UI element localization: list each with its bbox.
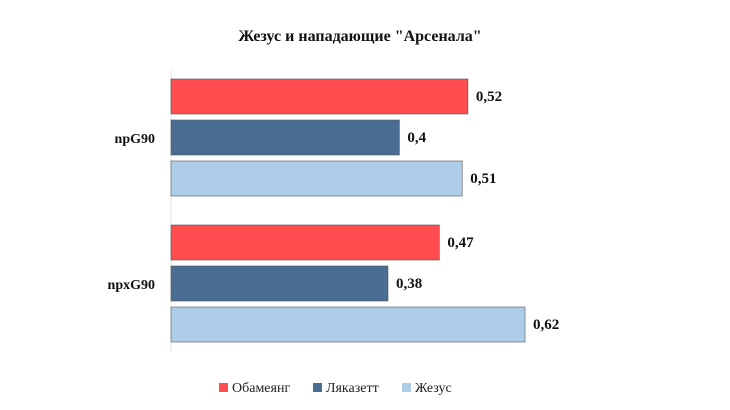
category-label-2: npxG90 (108, 278, 155, 293)
bar-series-3-cat-1 (170, 160, 463, 197)
bar-series-1-cat-2 (170, 224, 440, 261)
legend: Обамеянг Ляказетт Жезус (219, 381, 452, 396)
bars-layer: npG90 0,52 0,4 0,51 npxG90 0,47 0,38 0,62 (108, 78, 559, 343)
bar-series-2-cat-2 (170, 265, 389, 302)
legend-label-2: Ляказетт (326, 381, 379, 396)
category-label-1: npG90 (115, 132, 155, 147)
value-label-series-3-cat-2: 0,62 (533, 317, 559, 333)
legend-swatch-2 (313, 383, 322, 392)
bar-series-3-cat-2 (170, 306, 526, 343)
value-label-series-1-cat-1: 0,52 (476, 89, 502, 105)
legend-swatch-3 (402, 383, 411, 392)
value-label-series-3-cat-1: 0,51 (470, 171, 496, 187)
legend-label-1: Обамеянг (232, 381, 290, 396)
chart-title: Жезус и нападающие "Арсенала" (238, 28, 481, 45)
legend-label-3: Жезус (415, 381, 452, 396)
legend-swatch-1 (219, 383, 228, 392)
bar-series-1-cat-1 (170, 78, 469, 115)
value-label-series-1-cat-2: 0,47 (447, 235, 474, 251)
value-label-series-2-cat-1: 0,4 (407, 130, 426, 146)
value-label-series-2-cat-2: 0,38 (396, 276, 422, 292)
bar-series-2-cat-1 (170, 119, 400, 156)
